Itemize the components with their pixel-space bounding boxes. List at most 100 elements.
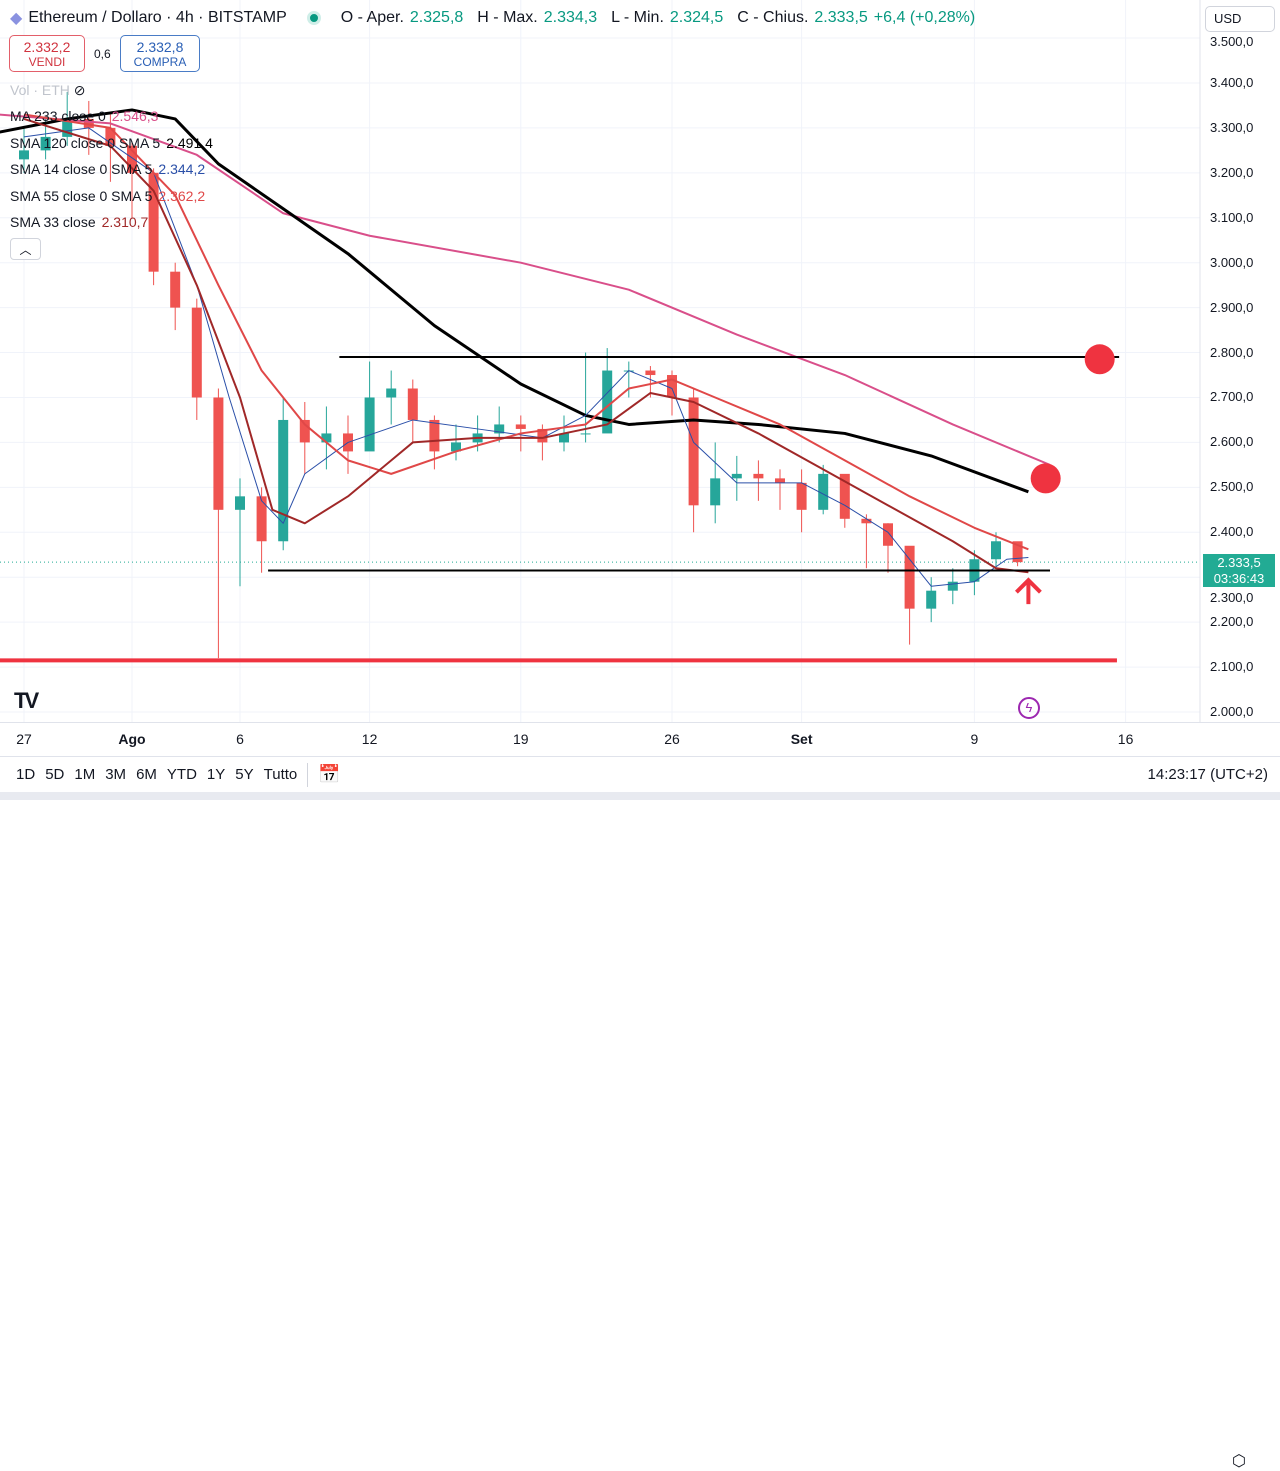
- indicator-legend-item[interactable]: SMA 120 close 0 SMA 5 2.491,4: [10, 135, 213, 151]
- y-tick-label: 2.700,0: [1210, 389, 1254, 405]
- y-tick-label: 3.400,0: [1210, 74, 1254, 90]
- settings-icon[interactable]: ⬡: [1232, 1453, 1246, 1470]
- indicator-name: SMA 14 close 0 SMA 5: [10, 161, 153, 177]
- symbol-header: ◆ Ethereum / Dollaro · 4h · BITSTAMP O -…: [10, 8, 975, 28]
- price-chart[interactable]: [0, 0, 1280, 722]
- range-button[interactable]: 1D: [16, 766, 36, 783]
- symbol-title[interactable]: Ethereum / Dollaro · 4h · BITSTAMP: [28, 9, 287, 26]
- range-button[interactable]: 6M: [136, 766, 157, 783]
- candle: [299, 419, 310, 443]
- candle: [839, 473, 850, 519]
- ma-line-sma-55: [23, 113, 1029, 551]
- sell-price: 2.332,2: [23, 38, 71, 55]
- range-button[interactable]: 1M: [74, 766, 96, 783]
- indicator-name: SMA 33 close: [10, 214, 96, 230]
- bottom-toolbar: 1D 5D 1M 3M 6M YTD 1Y 5Y Tutto 📅 14:23:17 (UTC+2…: [0, 756, 1280, 792]
- y-tick-label: 2.300,0: [1210, 590, 1254, 605]
- x-tick-label: 19: [513, 731, 529, 747]
- y-tick-label: 3.200,0: [1210, 164, 1254, 180]
- sell-button[interactable]: 2.332,2 VENDI: [9, 35, 85, 72]
- candle: [105, 127, 116, 146]
- candle: [818, 473, 829, 510]
- buy-button[interactable]: 2.332,8 COMPRA: [120, 35, 200, 72]
- ethereum-icon: ◆: [10, 10, 23, 27]
- x-tick-label: 27: [16, 731, 32, 747]
- candle: [559, 433, 569, 443]
- candle: [515, 424, 526, 429]
- indicator-name: SMA 120 close 0 SMA 5: [10, 134, 161, 151]
- y-tick-label: 3.500,0: [1210, 34, 1254, 49]
- arrow-up-icon: [1014, 577, 1042, 605]
- buy-label: COMPRA: [133, 54, 187, 69]
- currency-select[interactable]: USD: [1205, 6, 1275, 32]
- x-tick-label: Set: [790, 731, 813, 747]
- clock[interactable]: 14:23:17 (UTC+2): [1147, 766, 1268, 783]
- indicator-value: 2.310,7: [101, 214, 149, 230]
- candle: [127, 145, 137, 173]
- time-axis[interactable]: ⬡ 27 Ago 6 12 19 26 Set 9 16: [0, 722, 1280, 1470]
- candle: [494, 424, 505, 434]
- y-tick-label: 2.600,0: [1210, 434, 1254, 450]
- range-button[interactable]: Tutto: [263, 766, 298, 783]
- lightning-icon[interactable]: ϟ: [1018, 697, 1040, 719]
- open-label: O - Aper.: [340, 9, 404, 26]
- candle: [170, 271, 181, 308]
- indicator-legend-item[interactable]: SMA 55 close 0 SMA 5 2.362,2: [10, 188, 205, 204]
- y-tick-label: 2.000,0: [1210, 704, 1254, 719]
- x-tick-label: 6: [236, 731, 244, 747]
- candle: [753, 473, 764, 479]
- range-button[interactable]: 5D: [45, 766, 65, 783]
- candle: [991, 541, 1001, 560]
- footer-bar: [0, 792, 1280, 800]
- candle: [947, 581, 958, 591]
- range-button[interactable]: 5Y: [235, 766, 254, 783]
- candle: [904, 545, 915, 609]
- indicator-legend-item[interactable]: SMA 33 close 2.310,7: [10, 214, 148, 230]
- range-button[interactable]: 3M: [105, 766, 127, 783]
- spread-value: 0,6: [94, 47, 111, 61]
- change-value: +6,4 (+0,28%): [873, 9, 976, 26]
- candle: [386, 388, 397, 398]
- candle: [235, 496, 245, 510]
- high-label: H - Max.: [477, 9, 538, 26]
- range-button[interactable]: YTD: [166, 766, 197, 783]
- candle: [40, 136, 51, 151]
- divider: [307, 762, 309, 787]
- candle: [602, 370, 613, 434]
- candle: [321, 433, 332, 443]
- range-button[interactable]: 1Y: [206, 766, 226, 783]
- candle: [148, 172, 159, 272]
- candle: [688, 397, 699, 506]
- candle: [213, 397, 224, 510]
- candle: [429, 419, 440, 452]
- candle: [256, 496, 267, 542]
- eye-hidden-icon[interactable]: ⊘: [73, 82, 86, 98]
- volume-legend[interactable]: Vol · ETH ⊘: [10, 82, 86, 99]
- y-tick-label: 2.400,0: [1210, 524, 1254, 540]
- indicator-legend-item[interactable]: SMA 14 close 0 SMA 5 2.344,2: [10, 161, 205, 177]
- y-tick-label: 3.100,0: [1210, 209, 1254, 225]
- candle: [796, 482, 807, 510]
- ma-line-ma-233: [0, 113, 1051, 466]
- collapse-legend-button[interactable]: ︿: [10, 238, 41, 260]
- candle: [731, 473, 742, 479]
- indicator-name: MA 233 close 0: [10, 108, 106, 124]
- candle: [83, 118, 94, 128]
- volume-label: Vol · ETH: [10, 82, 70, 98]
- x-tick-label: 12: [361, 731, 378, 747]
- candle: [710, 478, 721, 506]
- indicator-value: 2.344,2: [158, 161, 206, 177]
- tradingview-logo[interactable]: TV: [14, 688, 39, 713]
- high-value: 2.334,3: [543, 9, 598, 26]
- candle: [407, 388, 418, 420]
- indicator-legend-item[interactable]: MA 233 close 0 2.546,3: [10, 108, 158, 124]
- ma-line-sma-33: [23, 117, 1029, 574]
- candle: [19, 150, 29, 160]
- sell-label: VENDI: [28, 54, 66, 69]
- indicator-value: 2.491,4: [166, 134, 213, 151]
- candle: [451, 442, 461, 452]
- red-dot-marker: [1030, 463, 1061, 494]
- goto-date-icon[interactable]: 📅: [318, 764, 341, 784]
- y-tick-label: 3.300,0: [1210, 119, 1254, 135]
- candle: [861, 518, 872, 524]
